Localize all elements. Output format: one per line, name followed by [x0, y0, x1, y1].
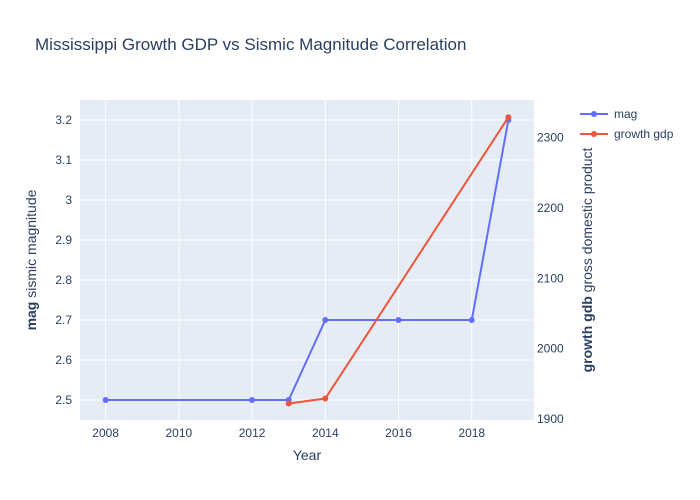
y-tick-label: 2.6 — [55, 353, 72, 367]
y2-tick-label: 2300 — [537, 131, 564, 145]
data-point-mag[interactable] — [102, 397, 109, 403]
y-tick-label: 2.7 — [55, 313, 72, 327]
y2-axis-title: growth gdb gross domestic product — [579, 147, 595, 372]
y-tick-label: 3 — [65, 193, 72, 207]
y-axis-ticks: 2.5 2.6 2.7 2.8 2.9 3 3.1 3.2 — [55, 113, 72, 407]
plot-area — [80, 100, 534, 420]
legend-label-growth-gdp: growth gdp — [614, 127, 674, 141]
x-axis-ticks: 2008 2010 2012 2014 2016 2018 — [92, 426, 485, 440]
data-point-mag[interactable] — [395, 317, 402, 323]
chart-title: Mississippi Growth GDP vs Sismic Magnitu… — [35, 35, 466, 54]
x-tick-label: 2014 — [312, 426, 339, 440]
y2-axis-title-rest: gross domestic product — [579, 147, 595, 292]
x-tick-label: 2010 — [166, 426, 193, 440]
y-tick-label: 2.8 — [55, 273, 72, 287]
data-point-mag[interactable] — [468, 317, 475, 323]
y2-tick-label: 2000 — [537, 342, 564, 356]
legend-item-mag[interactable]: mag — [580, 107, 637, 121]
y2-tick-label: 1900 — [537, 412, 564, 426]
y2-tick-label: 2200 — [537, 201, 564, 215]
legend[interactable]: mag growth gdp — [580, 107, 674, 141]
x-tick-label: 2012 — [239, 426, 266, 440]
series-layer — [102, 114, 512, 407]
data-point-mag[interactable] — [322, 317, 329, 323]
y2-axis-title-bold: growth gdb — [579, 296, 595, 372]
y2-axis-ticks: 1900 2000 2100 2200 2300 — [537, 131, 564, 426]
x-tick-label: 2008 — [92, 426, 119, 440]
data-point-mag[interactable] — [249, 397, 256, 403]
x-tick-label: 2018 — [458, 426, 485, 440]
grid-lines — [80, 100, 534, 420]
y2-tick-label: 2100 — [537, 271, 564, 285]
legend-label-mag: mag — [614, 107, 637, 121]
legend-item-growth-gdp[interactable]: growth gdp — [580, 127, 674, 141]
y-tick-label: 2.9 — [55, 233, 72, 247]
data-point-growth-gdp[interactable] — [285, 400, 292, 407]
data-point-growth-gdp[interactable] — [505, 114, 512, 121]
y-tick-label: 2.5 — [55, 393, 72, 407]
y-tick-label: 3.1 — [55, 153, 72, 167]
x-tick-label: 2016 — [385, 426, 412, 440]
y-axis-title: mag sismic magnitude — [23, 189, 39, 330]
x-axis-title: Year — [293, 447, 322, 463]
y-axis-title-bold: mag — [23, 302, 39, 331]
y-tick-label: 3.2 — [55, 113, 72, 127]
data-point-growth-gdp[interactable] — [322, 395, 329, 402]
y-axis-title-rest: sismic magnitude — [23, 189, 39, 297]
